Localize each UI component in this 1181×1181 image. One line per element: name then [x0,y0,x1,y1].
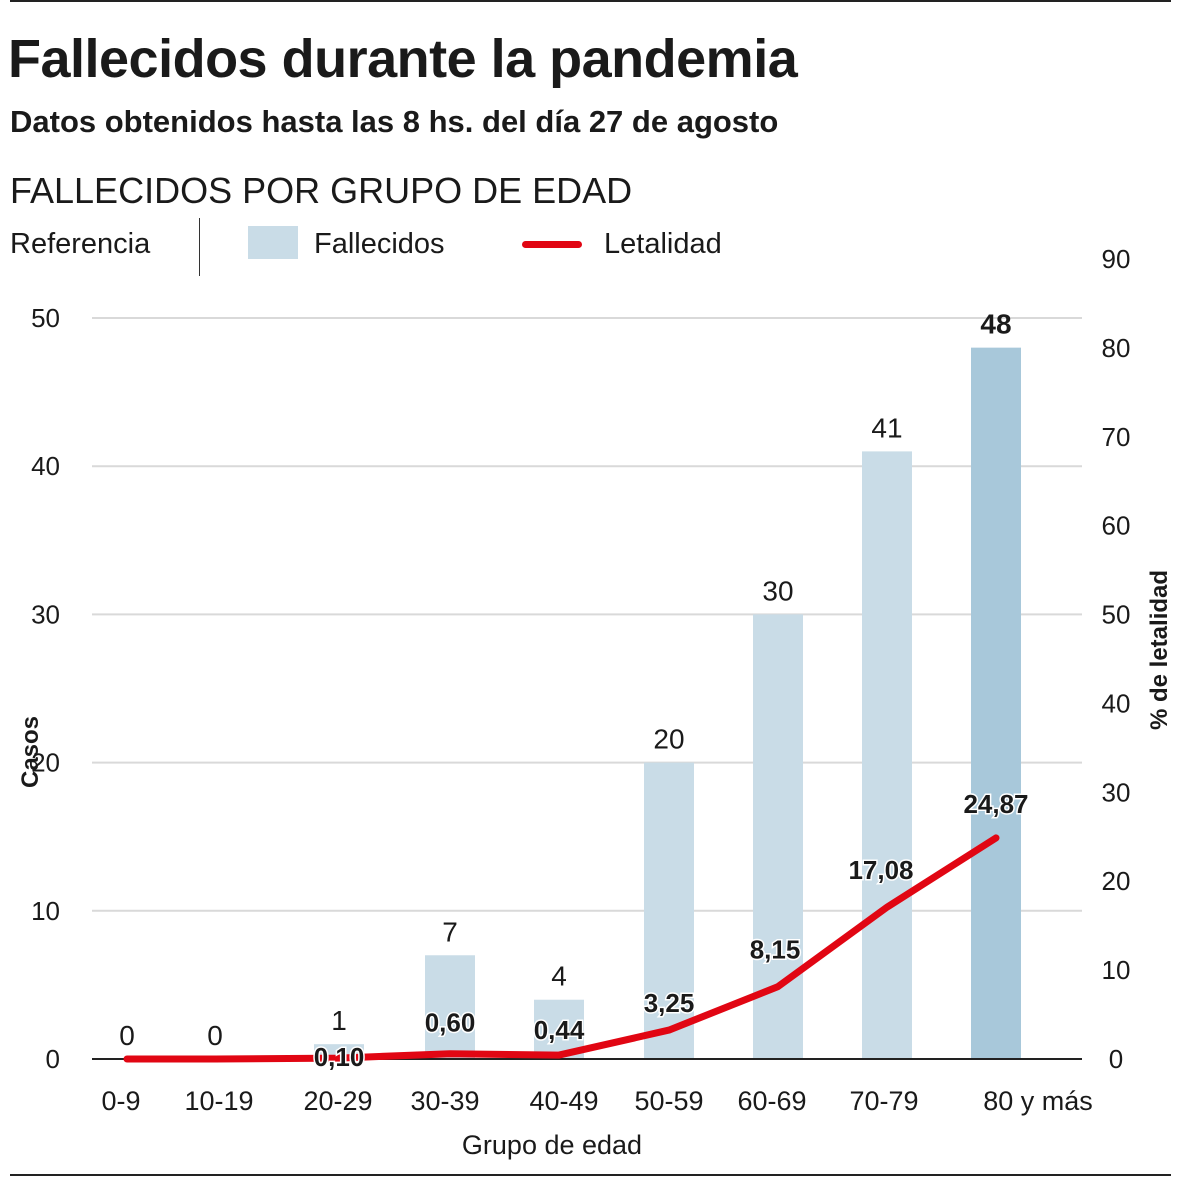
bar-value-label: 30 [762,575,793,606]
legend: Referencia Fallecidos Letalidad [0,218,1181,278]
x-axis-ticks: 0-9 10-19 20-29 30-39 40-49 50-59 60-69 70-79 80… [101,1086,1092,1116]
line-value-label: 8,15 [750,935,801,965]
legend-line-label: Letalidad [604,228,722,260]
y-tick-label: 40 [31,451,60,481]
x-tick-label: 30-39 [410,1086,479,1116]
line-value-label: 3,25 [644,988,695,1018]
bottom-rule [10,1174,1171,1176]
y-axis-ticks: 0 10 20 30 40 50 [31,303,60,1074]
legend-line-swatch [522,241,582,248]
bar-value-label: 48 [980,309,1011,340]
line-value-label: 0,44 [534,1015,585,1045]
bars [314,347,1021,1059]
y-tick-label: 50 [31,303,60,333]
lethality-line [123,834,1000,1063]
x-tick-label: 40-49 [529,1086,598,1116]
bar [862,451,912,1059]
y-tick-label: 10 [31,896,60,926]
y-tick-label: 30 [31,599,60,629]
x-tick-label: 80 y más [983,1086,1093,1116]
x-tick-label: 10-19 [184,1086,253,1116]
bar-value-label: 0 [207,1020,223,1051]
bar-value-label: 1 [331,1005,347,1036]
line-value-label: 24,87 [963,789,1028,819]
x-tick-label: 20-29 [303,1086,372,1116]
y2-tick-label: 10 [1102,955,1131,985]
x-tick-label: 60-69 [737,1086,806,1116]
y2-tick-label: 70 [1102,422,1131,452]
x-tick-label: 50-59 [634,1086,703,1116]
y2-axis-title: % de letalidad [1146,570,1173,730]
y2-tick-label: 90 [1102,244,1131,274]
line-labels: 0,10 0,60 0,44 3,25 8,15 17,08 24,87 [312,787,1030,1073]
y2-tick-label: 0 [1109,1044,1123,1074]
bar-value-label: 4 [551,961,567,992]
line-value-label: 0,60 [425,1008,476,1038]
x-axis-title: Grupo de edad [462,1130,642,1160]
legend-bar-swatch [248,226,298,259]
lethality-line-path [123,834,1000,1063]
page-title: Fallecidos durante la pandemia [8,29,798,89]
bar [971,347,1021,1059]
legend-title: Referencia [10,228,151,260]
y-tick-label: 20 [31,748,60,778]
y2-tick-label: 40 [1102,688,1131,718]
bar [425,955,475,1059]
bar-labels: 0 0 1 7 4 20 30 41 48 [119,309,1011,1051]
line-value-label: 17,08 [848,855,913,885]
x-tick-label: 0-9 [101,1086,140,1116]
legend-divider [199,218,200,276]
y-tick-label: 0 [46,1044,60,1074]
line-value-label: 0,10 [314,1042,365,1072]
y2-axis-ticks: 0 10 20 30 40 50 60 70 80 90 [1102,244,1131,1074]
y2-tick-label: 60 [1102,511,1131,541]
y2-tick-label: 50 [1102,600,1131,630]
chart-section-title: FALLECIDOS POR GRUPO DE EDAD [10,170,633,211]
gridlines [92,317,1082,912]
bar-value-label: 0 [119,1020,135,1051]
bar-value-label: 41 [871,412,902,443]
page-subtitle: Datos obtenidos hasta las 8 hs. del día … [10,104,779,139]
bar-value-label: 20 [653,724,684,755]
x-tick-label: 70-79 [849,1086,918,1116]
top-rule [10,0,1171,2]
y2-tick-label: 20 [1102,866,1131,896]
legend-bar-label: Fallecidos [314,228,445,260]
bar-value-label: 7 [442,916,458,947]
y2-tick-label: 80 [1102,333,1131,363]
y-axis-title: Casos [17,716,44,788]
y2-tick-label: 30 [1102,777,1131,807]
bar [644,762,694,1059]
